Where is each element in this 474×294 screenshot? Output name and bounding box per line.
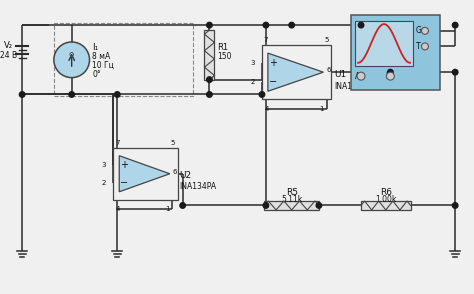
Text: R6: R6	[380, 188, 392, 197]
Text: 5: 5	[324, 37, 328, 43]
Text: +: +	[120, 160, 128, 170]
Circle shape	[207, 92, 212, 97]
Polygon shape	[268, 53, 323, 91]
Text: 6: 6	[327, 67, 331, 73]
Circle shape	[19, 92, 25, 97]
Circle shape	[421, 27, 428, 34]
Circle shape	[180, 203, 185, 208]
Text: I₁: I₁	[92, 43, 99, 52]
Text: 6: 6	[173, 169, 177, 175]
Bar	[351, 15, 440, 90]
Bar	[264, 201, 319, 210]
Circle shape	[316, 203, 322, 208]
Circle shape	[358, 22, 364, 28]
Text: 2: 2	[251, 79, 255, 85]
Text: 5: 5	[171, 140, 175, 146]
Text: 4: 4	[264, 106, 269, 112]
Bar	[204, 30, 214, 80]
Circle shape	[357, 72, 365, 80]
Text: R1: R1	[218, 43, 228, 52]
Text: 2: 2	[102, 180, 106, 186]
Bar	[361, 201, 410, 210]
Bar	[355, 21, 413, 66]
Circle shape	[115, 92, 120, 97]
Text: INA134PA: INA134PA	[334, 82, 372, 91]
Text: V₂: V₂	[4, 41, 13, 50]
Circle shape	[386, 72, 394, 80]
Circle shape	[388, 69, 393, 75]
Bar	[262, 45, 331, 99]
Circle shape	[207, 22, 212, 28]
Text: 3: 3	[102, 162, 106, 168]
Text: 7: 7	[115, 140, 119, 146]
Circle shape	[421, 43, 428, 50]
Text: −: −	[269, 77, 277, 87]
Text: T: T	[416, 42, 420, 51]
Circle shape	[263, 22, 269, 28]
Text: 0°: 0°	[92, 70, 101, 78]
Text: 8 мА: 8 мА	[92, 52, 111, 61]
Text: B: B	[385, 72, 390, 81]
Text: +: +	[269, 58, 277, 68]
Text: U1: U1	[334, 70, 346, 79]
Text: 1: 1	[319, 106, 324, 112]
Circle shape	[69, 92, 74, 97]
Text: G: G	[416, 26, 422, 35]
Text: 1: 1	[165, 206, 170, 213]
Circle shape	[259, 92, 264, 97]
Text: 5.11k: 5.11k	[281, 196, 302, 205]
Text: U2: U2	[180, 171, 192, 180]
Text: 10 Гц: 10 Гц	[92, 61, 114, 70]
Text: INA134PA: INA134PA	[180, 182, 217, 191]
Circle shape	[54, 42, 90, 78]
Text: 3: 3	[250, 60, 255, 66]
Circle shape	[207, 77, 212, 82]
Bar	[54, 23, 192, 96]
Text: 4: 4	[116, 206, 120, 213]
Circle shape	[263, 203, 269, 208]
Text: −: −	[120, 178, 128, 188]
Circle shape	[452, 69, 458, 75]
Circle shape	[452, 22, 458, 28]
Text: R5: R5	[286, 188, 298, 197]
Bar	[113, 148, 178, 200]
Text: 1.00k: 1.00k	[375, 196, 396, 205]
Text: A: A	[355, 72, 360, 81]
Text: 7: 7	[264, 37, 268, 43]
Polygon shape	[119, 156, 170, 192]
Text: 150: 150	[218, 52, 232, 61]
Circle shape	[452, 203, 458, 208]
Circle shape	[289, 22, 294, 28]
Text: 24 В: 24 В	[0, 51, 17, 60]
